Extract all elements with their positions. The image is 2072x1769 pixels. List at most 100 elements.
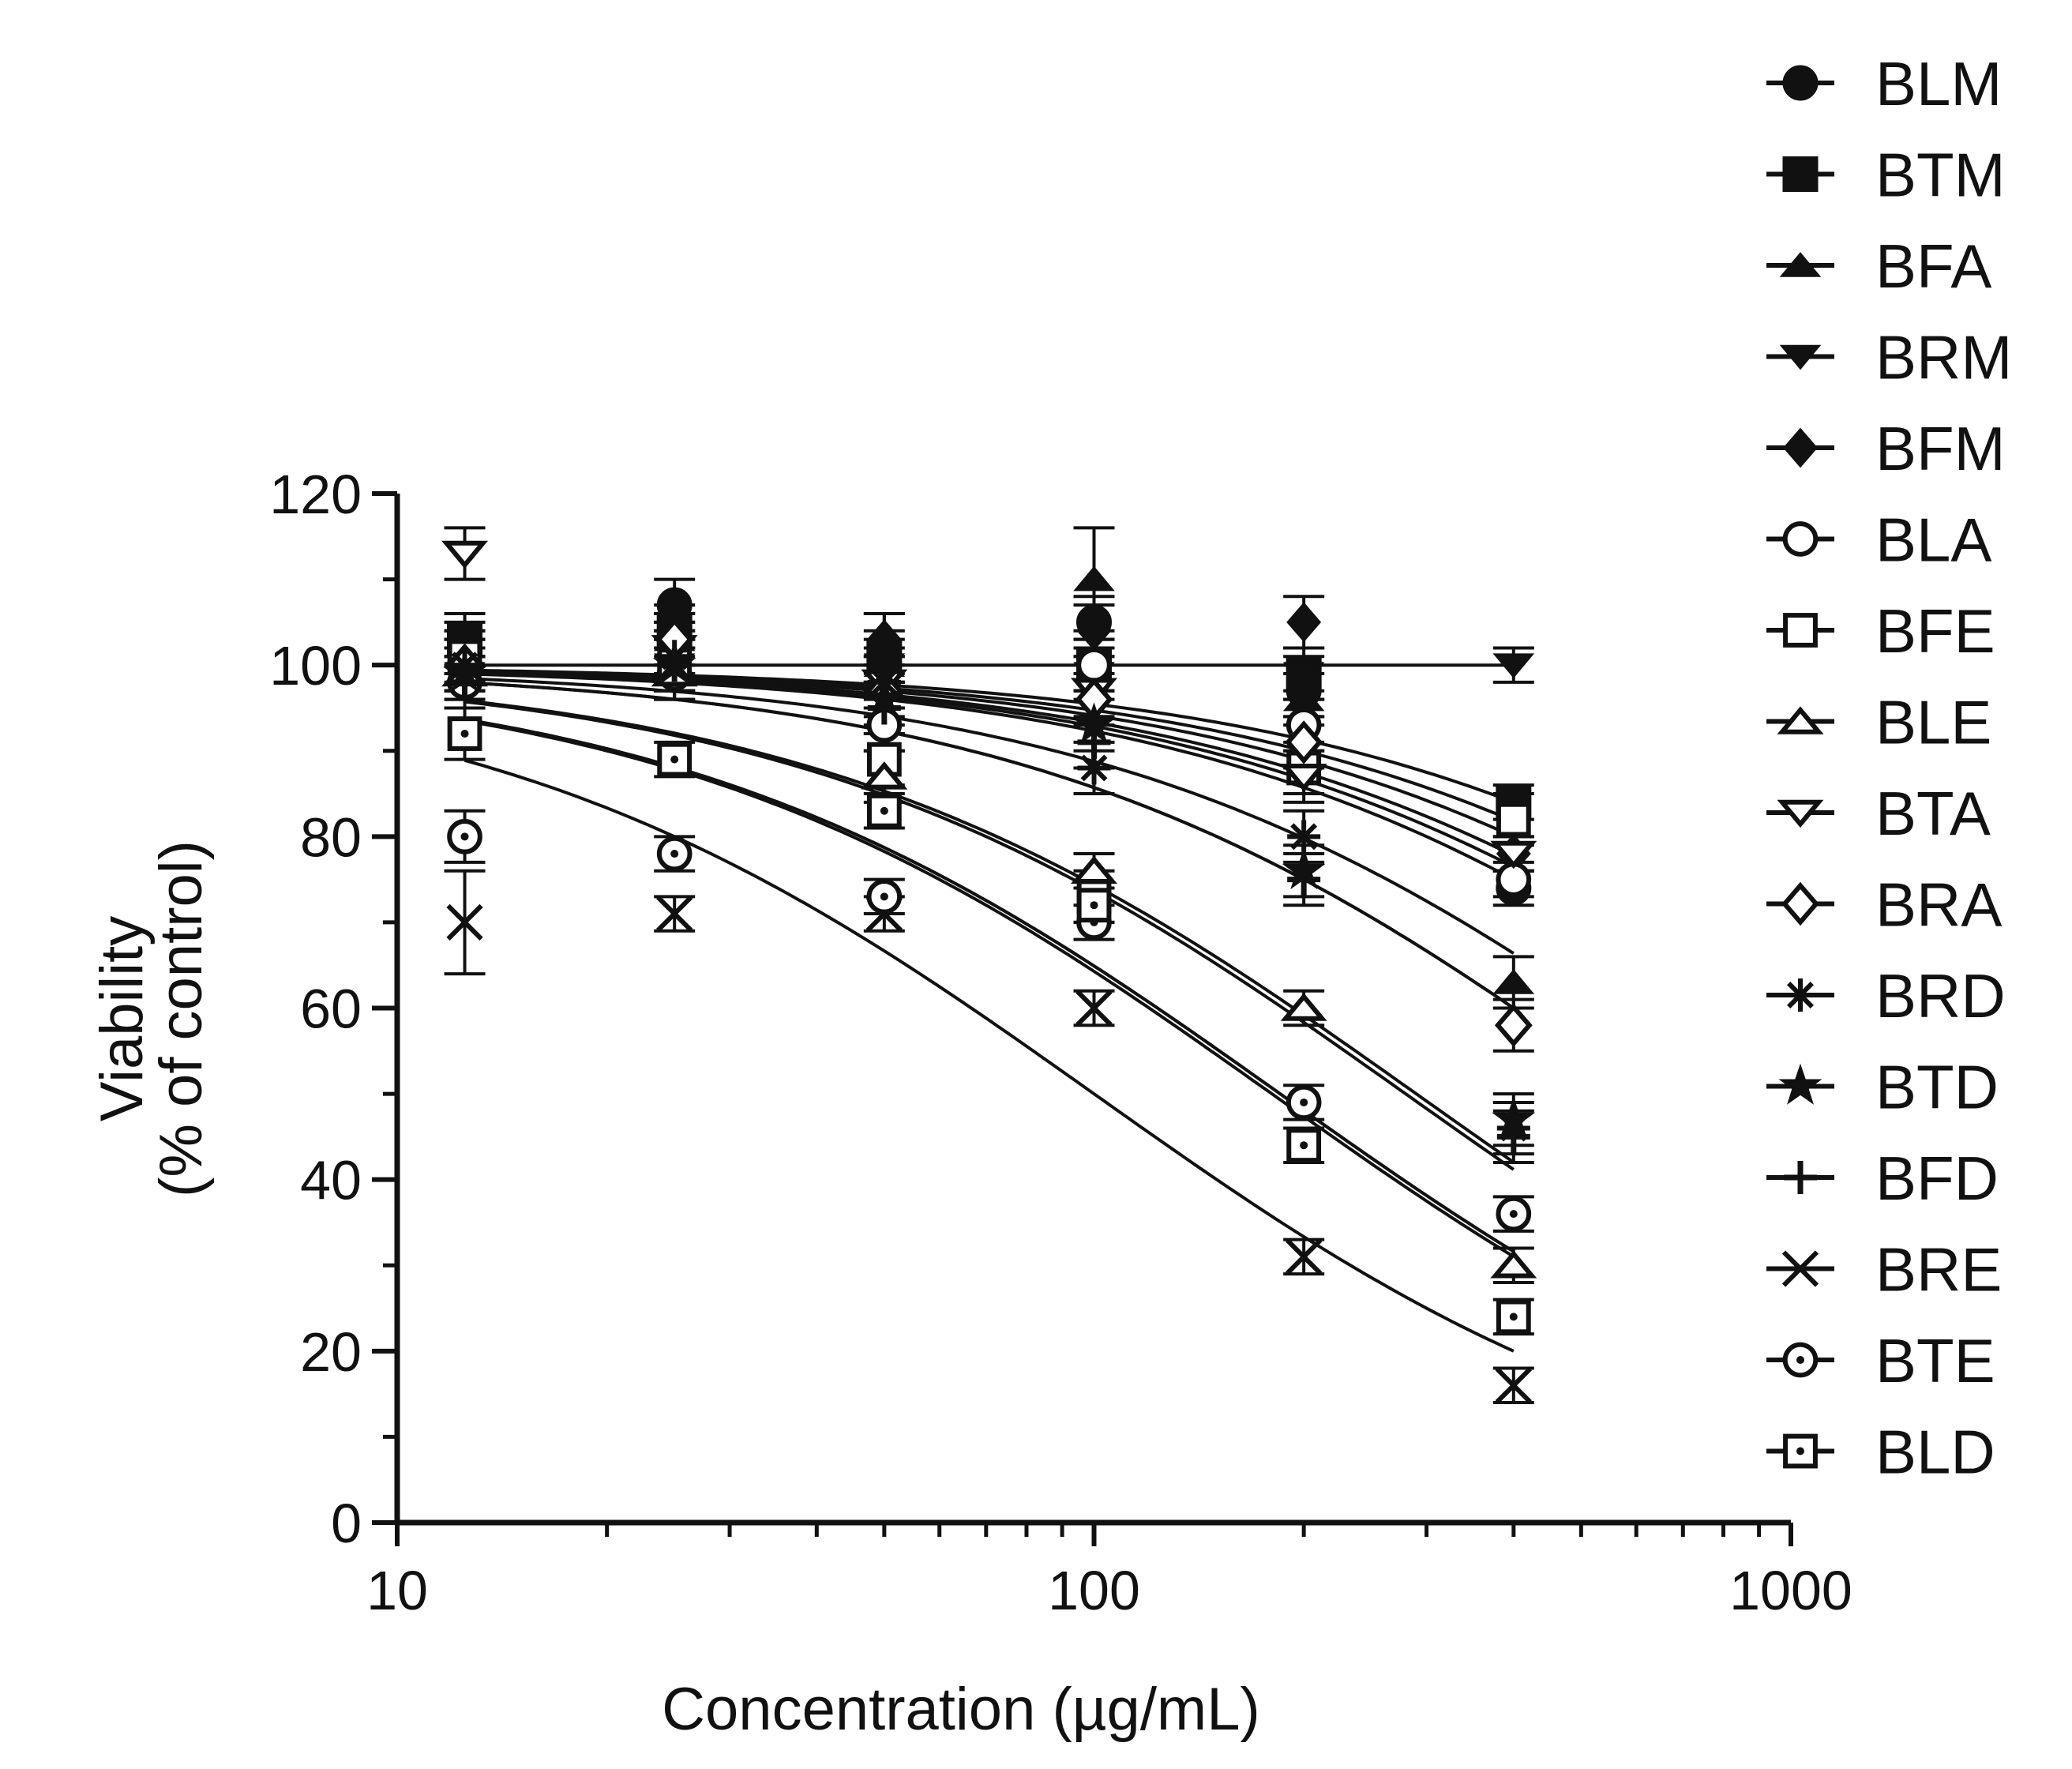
x-tick-label: 1000: [1729, 1560, 1852, 1621]
point-bfa: [1492, 969, 1535, 994]
y-tick-label: 0: [331, 1493, 362, 1554]
legend-label-blm: BLM: [1875, 49, 2002, 118]
data-points: [441, 540, 1537, 1404]
x-axis-title: Concentration (µg/mL): [662, 1676, 1260, 1743]
point-ble: [1280, 993, 1327, 1021]
legend-marker-btd: [1778, 1063, 1822, 1105]
legend-item-bla: BLA: [1766, 505, 1991, 575]
point-bta: [441, 540, 489, 569]
error-bars: [444, 526, 1534, 1404]
y-axis-title-line-1: Viability: [88, 916, 156, 1122]
point-bte: [1496, 1196, 1532, 1232]
point-bfd: [448, 665, 482, 699]
point-ble: [861, 761, 908, 790]
point-bfd: [867, 691, 901, 725]
point-bre: [1495, 1367, 1532, 1404]
legend-label-bte: BTE: [1875, 1326, 1995, 1395]
legend-item-bfe: BFE: [1766, 596, 1995, 666]
fit-curve-bfe: [464, 669, 1515, 823]
point-bfm: [1286, 602, 1322, 643]
legend: BLM BTM BFA BRM BFM BLA BFE BLE BTA BRA BRD BTD BFD B…: [1766, 49, 2012, 1487]
legend-item-bta: BTA: [1766, 779, 1991, 848]
legend-marker-bfe: [1783, 613, 1818, 648]
legend-item-blm: BLM: [1766, 49, 2002, 118]
fit-curve-bta: [464, 671, 1515, 869]
fit-curve-brd: [464, 681, 1515, 1010]
point-ble: [1071, 855, 1117, 884]
point-bla: [1076, 647, 1112, 683]
legend-label-ble: BLE: [1875, 688, 1991, 757]
point-bra: [1285, 720, 1323, 764]
legend-item-bte: BTE: [1766, 1326, 1995, 1395]
x-tick-label: 10: [366, 1560, 428, 1621]
x-tick-label: 100: [1048, 1560, 1140, 1621]
legend-label-btd: BTD: [1875, 1053, 1999, 1122]
legend-item-bfm: BFM: [1766, 414, 2006, 483]
point-bld: [1496, 1299, 1531, 1335]
legend-marker-blm: [1782, 65, 1819, 101]
point-bta: [1490, 840, 1537, 869]
fit-curves: [464, 663, 1515, 1353]
point-bte: [656, 836, 693, 872]
fit-curve-btd: [464, 699, 1515, 1164]
fit-curve-bld: [464, 717, 1515, 1253]
legend-marker-bfm: [1783, 427, 1818, 468]
point-bfd: [1287, 862, 1321, 896]
y-tick-label: 60: [300, 978, 362, 1040]
legend-marker-bfa: [1779, 252, 1822, 277]
legend-label-bfe: BFE: [1875, 596, 1995, 666]
legend-label-bfa: BFA: [1875, 231, 1991, 301]
plot-area: [441, 526, 1537, 1404]
point-bre: [656, 895, 693, 933]
legend-marker-bre: [1781, 1250, 1819, 1287]
legend-marker-bla: [1782, 521, 1819, 557]
legend-item-bre: BRE: [1766, 1235, 2002, 1305]
point-bre: [446, 903, 483, 941]
point-bfd: [1077, 725, 1111, 759]
fit-curve-bfd: [464, 700, 1515, 1171]
point-bre: [1075, 990, 1113, 1027]
legend-item-btm: BTM: [1766, 141, 2006, 210]
point-bra: [1494, 1003, 1533, 1047]
point-bte: [1286, 1084, 1322, 1121]
legend-marker-bta: [1777, 799, 1824, 828]
fit-curve-bte: [464, 719, 1515, 1258]
point-bre: [1286, 1238, 1323, 1275]
point-bta: [1280, 764, 1327, 792]
legend-marker-ble: [1777, 706, 1824, 734]
fit-curve-bre: [464, 758, 1515, 1353]
legend-item-ble: BLE: [1766, 688, 1991, 757]
legend-label-bla: BLA: [1875, 505, 1991, 575]
legend-item-bra: BRA: [1766, 870, 2002, 940]
legend-label-bra: BRA: [1875, 870, 2002, 940]
legend-label-btm: BTM: [1875, 141, 2006, 210]
point-bld: [866, 793, 902, 828]
y-axis-title-line-2: (% of control): [148, 840, 215, 1197]
y-tick-label: 100: [269, 635, 362, 697]
legend-label-brd: BRD: [1875, 961, 2006, 1031]
y-tick-label: 80: [300, 806, 362, 868]
point-bld: [657, 742, 693, 777]
legend-label-bfd: BFD: [1875, 1144, 1999, 1213]
point-bfd: [658, 648, 692, 682]
legend-item-brd: BRD: [1766, 961, 2006, 1031]
point-ble: [1490, 1250, 1537, 1279]
point-bld: [447, 716, 482, 751]
legend-marker-brd: [1784, 978, 1817, 1012]
legend-item-bfd: BFD: [1766, 1144, 1999, 1213]
point-brm: [1492, 653, 1535, 679]
legend-marker-bra: [1781, 881, 1819, 926]
legend-label-bre: BRE: [1875, 1235, 2002, 1305]
legend-marker-brm: [1779, 344, 1822, 370]
point-bte: [447, 819, 482, 854]
legend-item-bfa: BFA: [1766, 231, 1991, 301]
y-tick-label: 40: [300, 1150, 362, 1211]
legend-label-bta: BTA: [1875, 779, 1991, 848]
y-tick-label: 20: [300, 1321, 362, 1383]
fit-curve-bra: [464, 681, 1515, 1010]
legend-label-brm: BRM: [1875, 323, 2012, 392]
point-brd: [1287, 820, 1321, 854]
legend-item-btd: BTD: [1766, 1053, 1999, 1122]
legend-marker-bte: [1782, 1342, 1819, 1378]
